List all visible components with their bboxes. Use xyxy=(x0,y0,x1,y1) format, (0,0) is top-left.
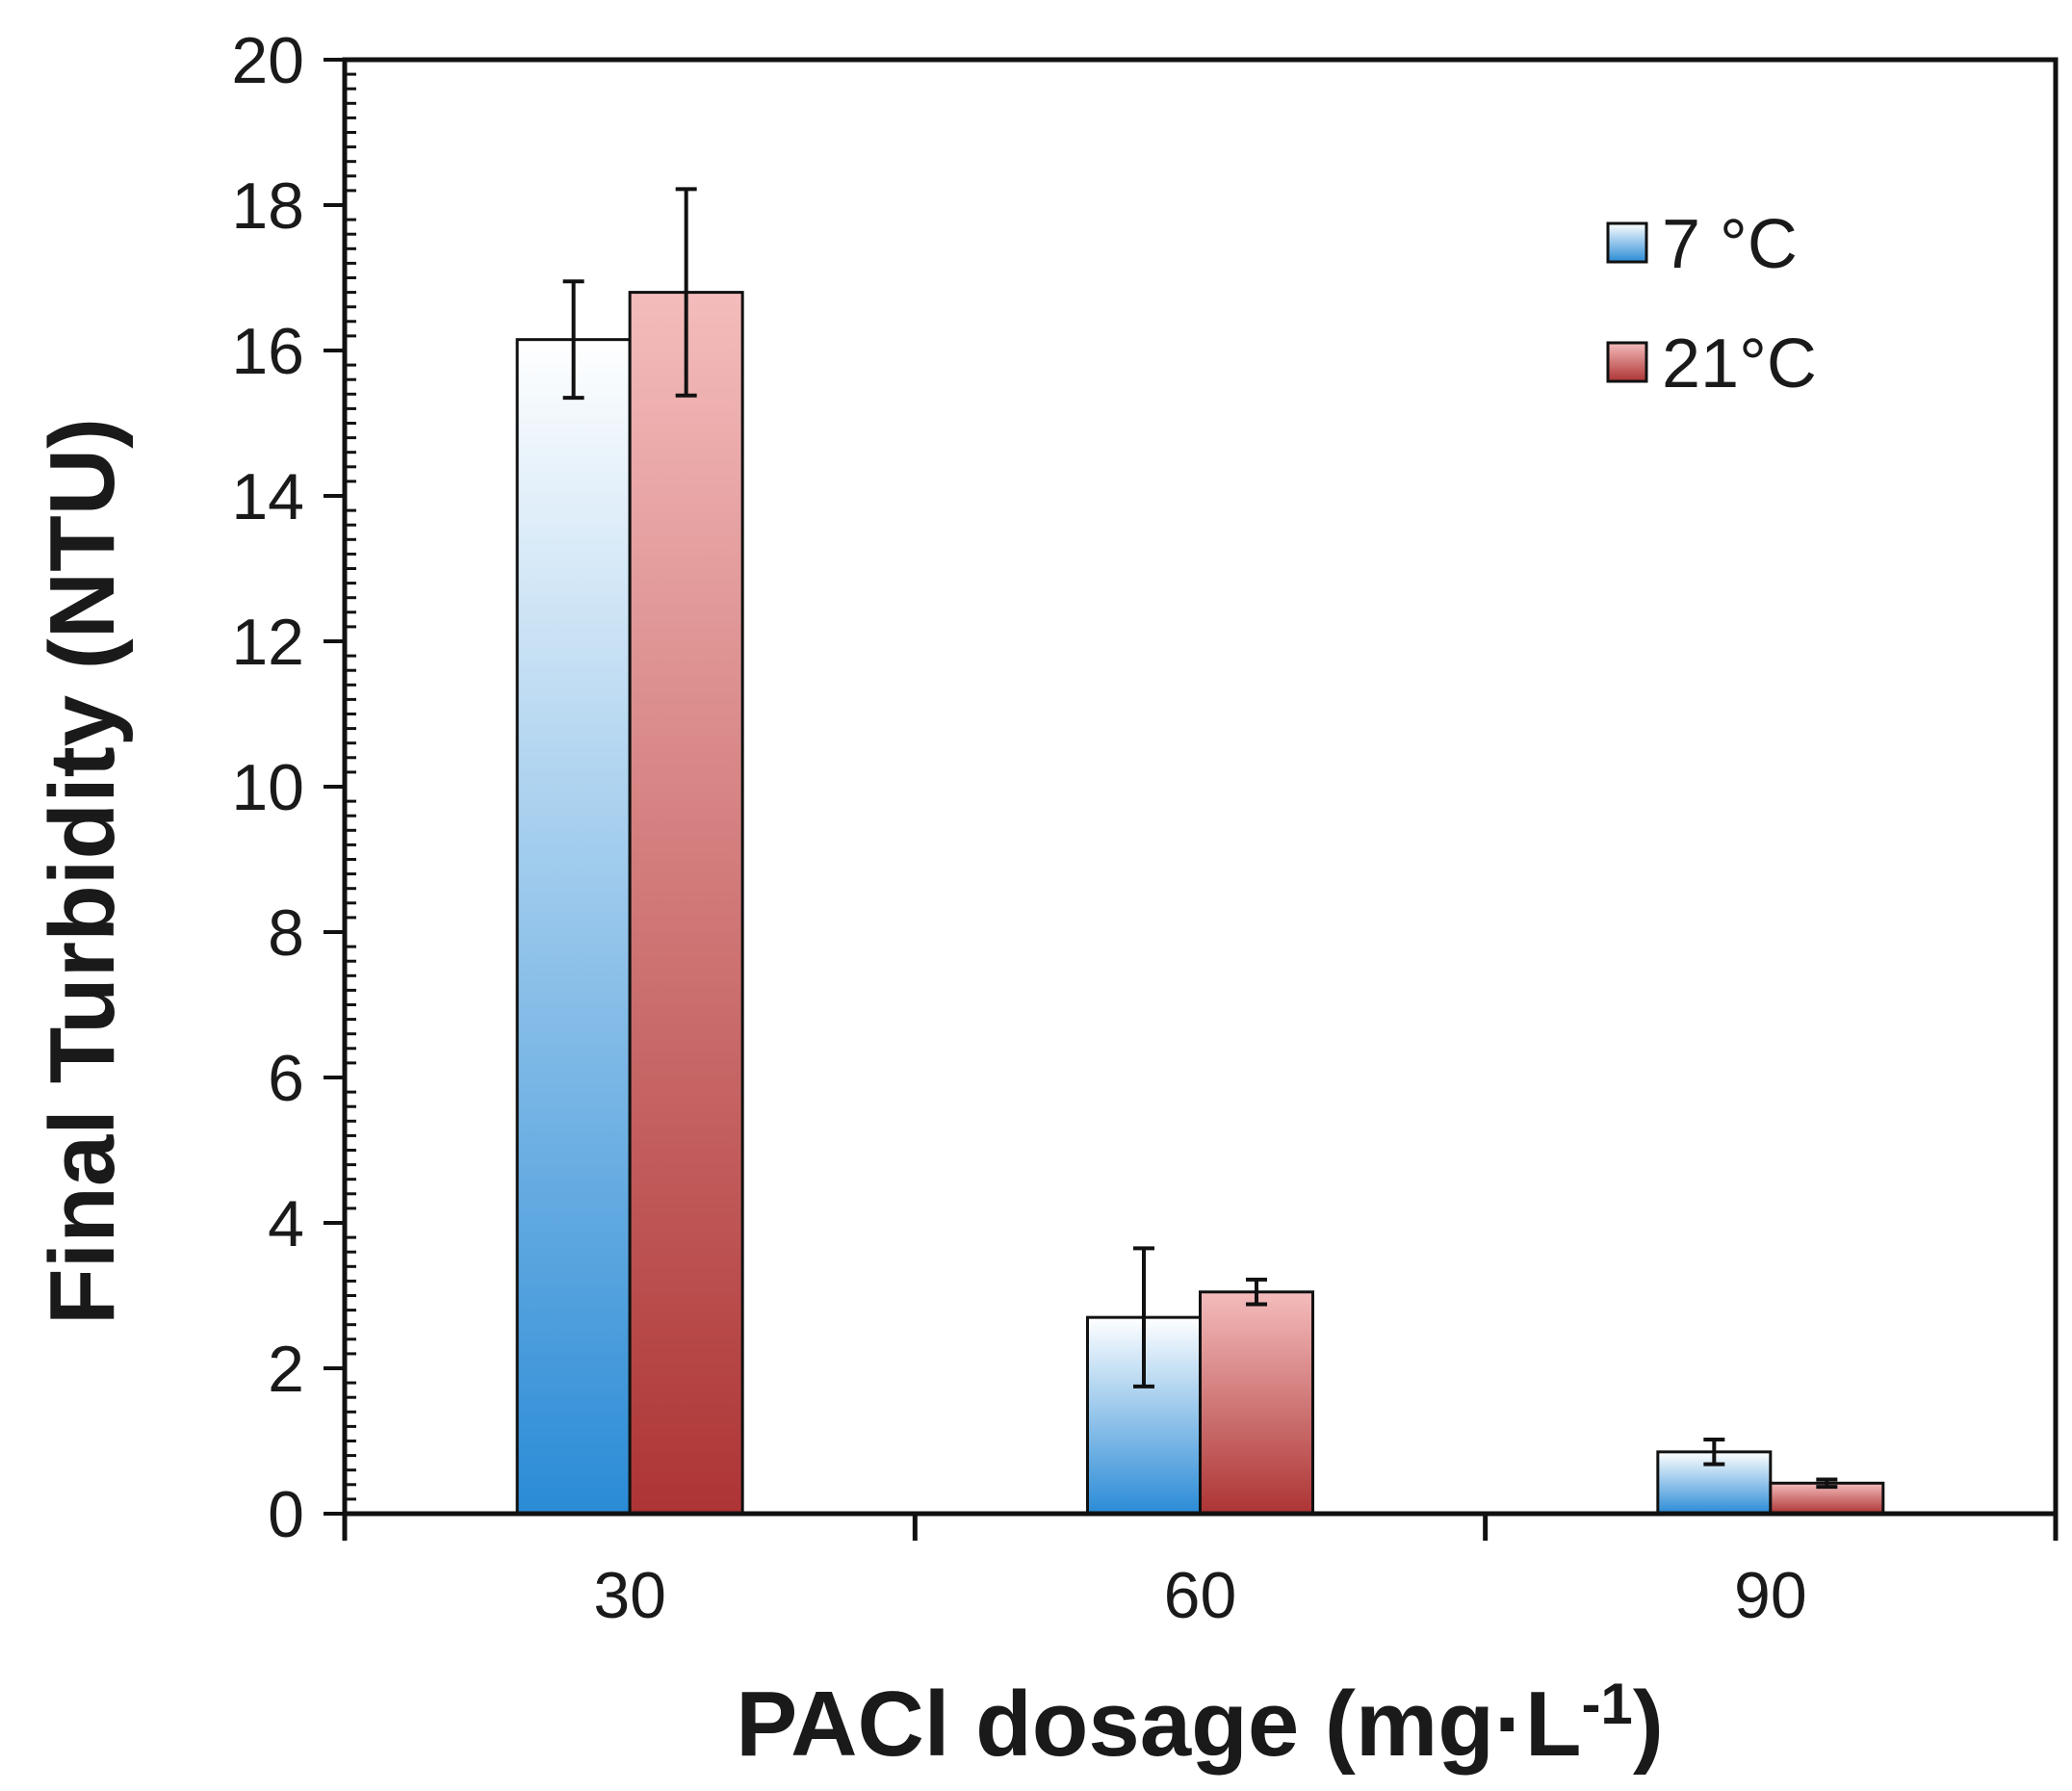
x-axis-title-close: ) xyxy=(1633,1673,1664,1776)
y-tick-label-10: 10 xyxy=(231,751,304,824)
bar-21c-30 xyxy=(628,291,744,1516)
bar-21c-60 xyxy=(1199,1290,1314,1516)
y-tick-label-4: 4 xyxy=(268,1187,304,1260)
legend-label: 7 °C xyxy=(1662,206,1798,283)
legend-item-7c: 7 °C xyxy=(1606,206,1798,283)
error-bar-7c-30 xyxy=(562,279,584,401)
legend-item-21c: 21°C xyxy=(1606,325,1817,402)
y-tick-label-2: 2 xyxy=(268,1333,304,1406)
x-tick-label-30: 30 xyxy=(593,1559,666,1632)
legend-swatch xyxy=(1606,221,1648,264)
y-tick-label-14: 14 xyxy=(231,460,304,533)
bar-7c-30 xyxy=(515,338,632,1516)
legend: 7 °C 21°C xyxy=(1606,206,1817,402)
y-tick-label-0: 0 xyxy=(268,1478,304,1551)
y-tick-label-20: 20 xyxy=(231,24,304,97)
x-tick-label-60: 60 xyxy=(1164,1559,1237,1632)
x-axis-title: PACl dosage (mg·L-1) xyxy=(736,1672,1664,1777)
x-axis-title-superscript: -1 xyxy=(1581,1672,1632,1736)
tick-labels-layer: 0 2 4 6 8 10 12 14 16 18 20 30 60 90 xyxy=(231,24,1806,1632)
error-bar-21c-90 xyxy=(1816,1477,1838,1490)
y-tick-label-8: 8 xyxy=(268,896,304,970)
y-axis-title: Final Turbidity (NTU) xyxy=(31,418,134,1325)
y-tick-label-6: 6 xyxy=(268,1042,304,1115)
error-bar-7c-60 xyxy=(1133,1246,1154,1389)
bars-layer xyxy=(515,291,1885,1516)
error-bar-21c-30 xyxy=(675,187,697,398)
x-axis-title-main: PACl dosage (mg·L xyxy=(736,1673,1581,1776)
axes-layer xyxy=(324,57,2059,1541)
y-tick-label-12: 12 xyxy=(231,606,304,679)
error-bar-21c-60 xyxy=(1246,1277,1267,1307)
error-bars-layer xyxy=(562,187,1838,1490)
y-tick-label-16: 16 xyxy=(231,315,304,388)
legend-swatch xyxy=(1606,341,1648,383)
error-bar-7c-90 xyxy=(1703,1437,1725,1467)
legend-label: 21°C xyxy=(1662,325,1817,402)
x-tick-label-90: 90 xyxy=(1734,1559,1807,1632)
y-tick-label-18: 18 xyxy=(231,169,304,243)
